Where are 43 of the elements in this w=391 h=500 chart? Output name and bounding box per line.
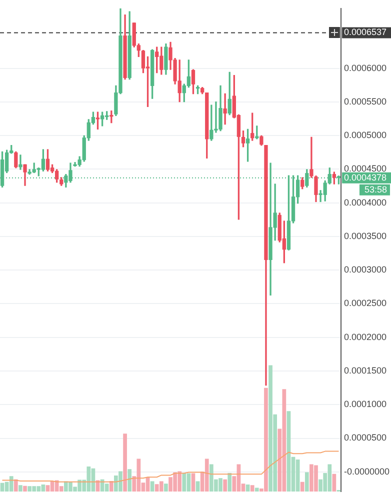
bar [46, 485, 50, 492]
y-tick-label: 0.0004000 [344, 197, 387, 208]
bar [18, 485, 22, 492]
y-tick-label: 0.0002000 [344, 332, 387, 342]
y-tick-label: 0.0004500 [344, 164, 387, 174]
candlestick [18, 154, 22, 170]
bar [104, 484, 109, 492]
candlestick [223, 93, 227, 125]
bar [14, 479, 18, 492]
bar [296, 459, 300, 492]
bar [23, 486, 27, 492]
y-tick-label: 0.0005500 [344, 96, 387, 106]
y-tick-label: 0.0002500 [344, 298, 387, 308]
y-tick-label: 0.0003500 [344, 230, 387, 241]
bar [254, 488, 259, 492]
y-tick-label: 0.0003000 [344, 264, 387, 275]
bar [223, 479, 227, 492]
bar [196, 481, 200, 492]
y-tick-label: 0.0000500 [344, 432, 387, 443]
y-tick-label: 0.0005000 [344, 130, 387, 140]
bar [128, 469, 132, 492]
bar [250, 485, 254, 492]
bar [204, 458, 209, 492]
y-tick-label: 0.0006000 [344, 62, 387, 73]
bar [164, 484, 168, 492]
bar [123, 434, 127, 492]
text: 53:58 [364, 184, 387, 194]
bar [109, 480, 114, 492]
bar [246, 484, 250, 492]
y-tick-label: 0.0001500 [344, 365, 387, 376]
bar [150, 481, 154, 492]
bar [159, 481, 164, 492]
y-tick-label: 0.0001000 [344, 399, 387, 410]
bar [228, 472, 232, 492]
bar [191, 473, 196, 492]
bar [304, 472, 309, 492]
y-tick-label: -0.0000000 [344, 466, 390, 476]
ref-line-label: 0.0006537 [344, 27, 387, 38]
ref-line-label: 0.0004378 [344, 172, 387, 182]
bar [182, 473, 186, 492]
bar [332, 474, 336, 492]
bar [9, 476, 14, 492]
bar [300, 482, 304, 492]
